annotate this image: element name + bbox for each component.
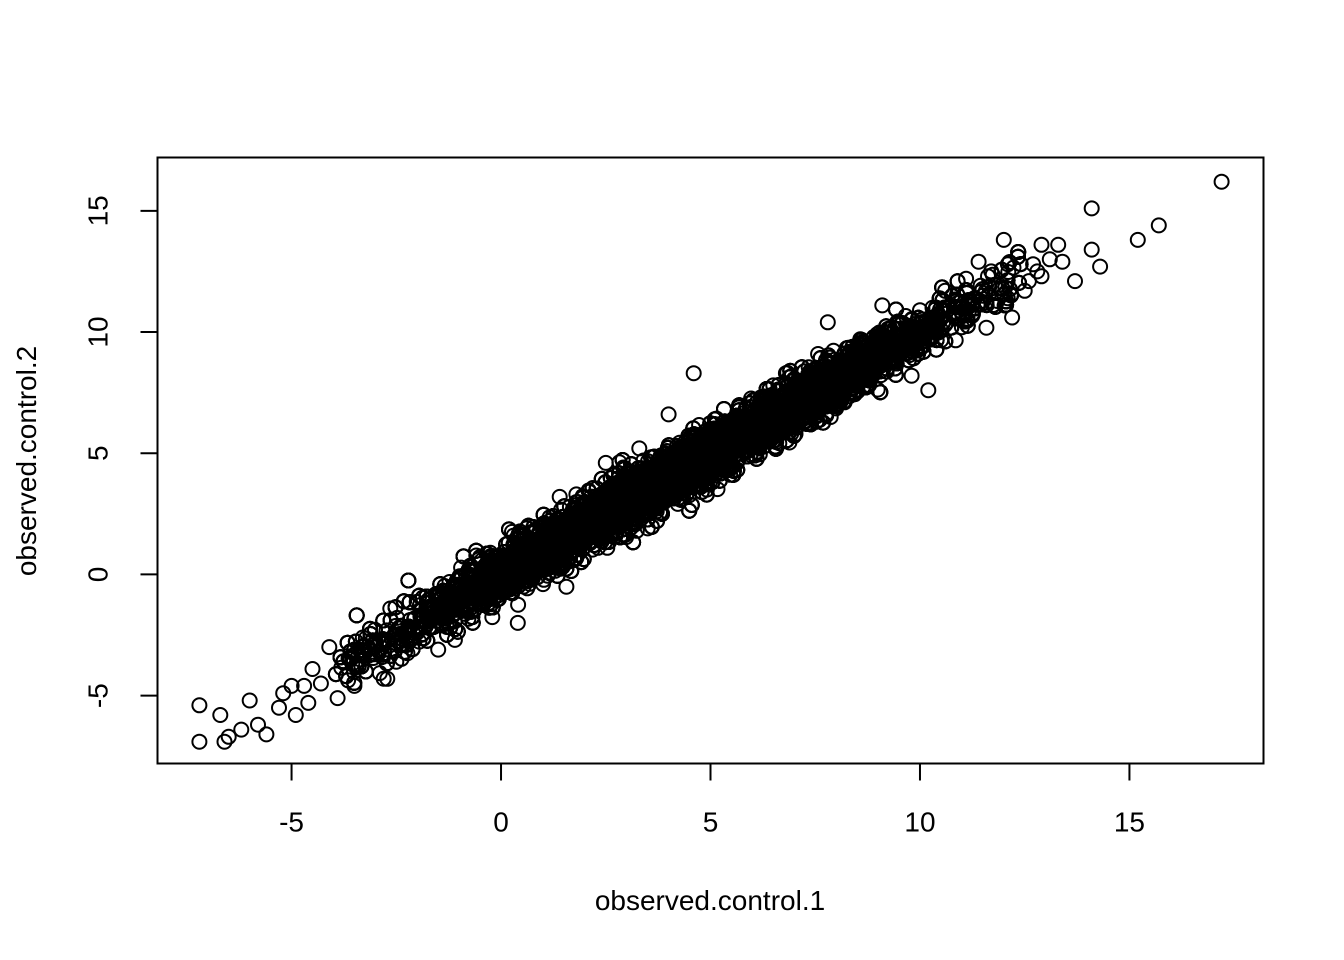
data-points [191,173,1230,750]
data-point [978,319,995,336]
data-point [1000,264,1017,280]
data-point [869,381,886,398]
data-point [558,578,575,595]
data-point [510,596,527,613]
